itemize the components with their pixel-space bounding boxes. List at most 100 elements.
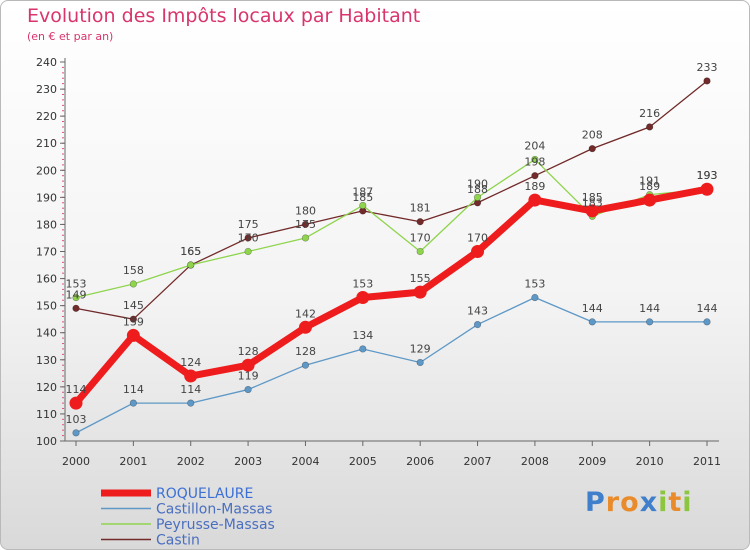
y-tick-label: 150 bbox=[36, 300, 57, 313]
x-tick-label: 2003 bbox=[234, 455, 262, 468]
data-label: 181 bbox=[410, 202, 431, 215]
data-label: 233 bbox=[697, 61, 718, 74]
data-point bbox=[187, 261, 195, 269]
data-labels: 1491451651751801851811881982082162331531… bbox=[66, 61, 718, 426]
data-point bbox=[531, 293, 539, 302]
data-point bbox=[531, 172, 539, 180]
legend-label: Castillon-Massas bbox=[156, 502, 272, 518]
x-tick-label: 2001 bbox=[119, 455, 147, 468]
data-point bbox=[585, 204, 599, 218]
data-point bbox=[301, 234, 310, 242]
data-point bbox=[413, 285, 427, 299]
logo-letter: i bbox=[658, 487, 669, 518]
data-point bbox=[69, 396, 83, 410]
data-label: 103 bbox=[66, 413, 87, 426]
proxiti-logo: Proxiti bbox=[585, 487, 693, 518]
x-tick-label: 2010 bbox=[636, 455, 664, 468]
data-label: 183 bbox=[582, 196, 603, 209]
data-point bbox=[129, 280, 137, 288]
data-label: 128 bbox=[295, 345, 316, 358]
axes: 100 110 120 130 140 150 160 170 180 190 200 210 220 2… bbox=[36, 56, 721, 468]
data-label: 185 bbox=[352, 191, 373, 204]
data-point bbox=[184, 369, 198, 383]
logo-letter: t bbox=[668, 487, 683, 518]
data-label: 153 bbox=[524, 278, 545, 291]
chart-title: Evolution des Impôts locaux par Habitant bbox=[27, 5, 421, 27]
logo-letter: r bbox=[605, 487, 621, 518]
data-label: 165 bbox=[180, 245, 201, 258]
y-tick-label: 140 bbox=[36, 327, 57, 340]
series-line-castin bbox=[75, 80, 708, 320]
data-label: 185 bbox=[582, 191, 603, 204]
data-label: 180 bbox=[295, 204, 316, 217]
y-tick-label: 160 bbox=[36, 273, 57, 286]
data-label: 143 bbox=[467, 305, 488, 318]
x-tick-label: 2004 bbox=[291, 455, 319, 468]
data-point bbox=[646, 123, 654, 131]
data-label: 129 bbox=[410, 342, 431, 355]
y-tick-label: 130 bbox=[36, 354, 57, 367]
data-label: 204 bbox=[524, 139, 545, 152]
data-point bbox=[416, 247, 424, 256]
data-label: 155 bbox=[410, 272, 431, 285]
data-label: 216 bbox=[639, 107, 660, 120]
data-point bbox=[126, 328, 140, 342]
y-tick-label: 180 bbox=[36, 218, 57, 231]
data-label: 139 bbox=[123, 315, 144, 328]
data-label: 193 bbox=[697, 169, 718, 182]
x-tick-label: 2009 bbox=[578, 455, 606, 468]
data-point bbox=[643, 193, 657, 207]
logo-letter: i bbox=[682, 487, 693, 518]
data-label: 114 bbox=[66, 383, 87, 396]
data-label: 142 bbox=[295, 307, 316, 320]
data-label: 119 bbox=[238, 370, 259, 383]
data-point bbox=[703, 318, 711, 326]
x-tick-label: 2011 bbox=[693, 455, 721, 468]
data-point bbox=[187, 399, 195, 407]
data-point bbox=[471, 245, 485, 258]
data-label: 170 bbox=[238, 232, 259, 245]
data-label: 128 bbox=[238, 345, 259, 358]
data-label: 175 bbox=[238, 218, 259, 231]
data-point bbox=[359, 345, 367, 353]
data-point bbox=[700, 182, 714, 196]
data-label: 170 bbox=[410, 232, 431, 245]
y-tick-label: 240 bbox=[36, 56, 57, 69]
series-line-castillon-massas bbox=[75, 296, 708, 434]
data-label: 114 bbox=[123, 383, 144, 396]
data-label: 153 bbox=[352, 278, 373, 291]
data-label: 175 bbox=[295, 218, 316, 231]
data-label: 187 bbox=[352, 185, 373, 198]
data-label: 158 bbox=[123, 264, 144, 277]
series-lines bbox=[69, 77, 714, 437]
data-label: 114 bbox=[180, 383, 201, 396]
y-tick-label: 190 bbox=[36, 191, 57, 204]
chart-subtitle: (en € et par an) bbox=[27, 30, 114, 43]
legend-label: ROQUELAURE bbox=[156, 486, 253, 502]
data-label: 191 bbox=[639, 175, 660, 188]
data-point bbox=[646, 318, 654, 326]
data-point bbox=[72, 429, 80, 437]
x-tick-label: 2007 bbox=[464, 455, 492, 468]
series-line-peyrusse-massas bbox=[75, 158, 708, 299]
data-point bbox=[244, 247, 252, 256]
data-point bbox=[473, 193, 482, 201]
data-label: 149 bbox=[66, 288, 87, 301]
x-tick-label: 2002 bbox=[177, 455, 205, 468]
data-label: 188 bbox=[467, 183, 488, 196]
data-label: 190 bbox=[467, 177, 488, 190]
data-point bbox=[298, 320, 312, 334]
legend-label: Peyrusse-Massas bbox=[156, 517, 275, 533]
data-label: 144 bbox=[639, 302, 660, 315]
y-tick-label: 210 bbox=[36, 137, 57, 150]
data-point bbox=[528, 193, 542, 207]
data-point bbox=[241, 358, 255, 372]
data-point bbox=[301, 220, 310, 229]
legend: ROQUELAURECastillon-MassasPeyrusse-Massa… bbox=[101, 486, 275, 549]
y-tick-label: 100 bbox=[36, 435, 57, 448]
data-label: 124 bbox=[180, 356, 201, 369]
data-point bbox=[356, 291, 370, 305]
data-label: 153 bbox=[66, 278, 87, 291]
